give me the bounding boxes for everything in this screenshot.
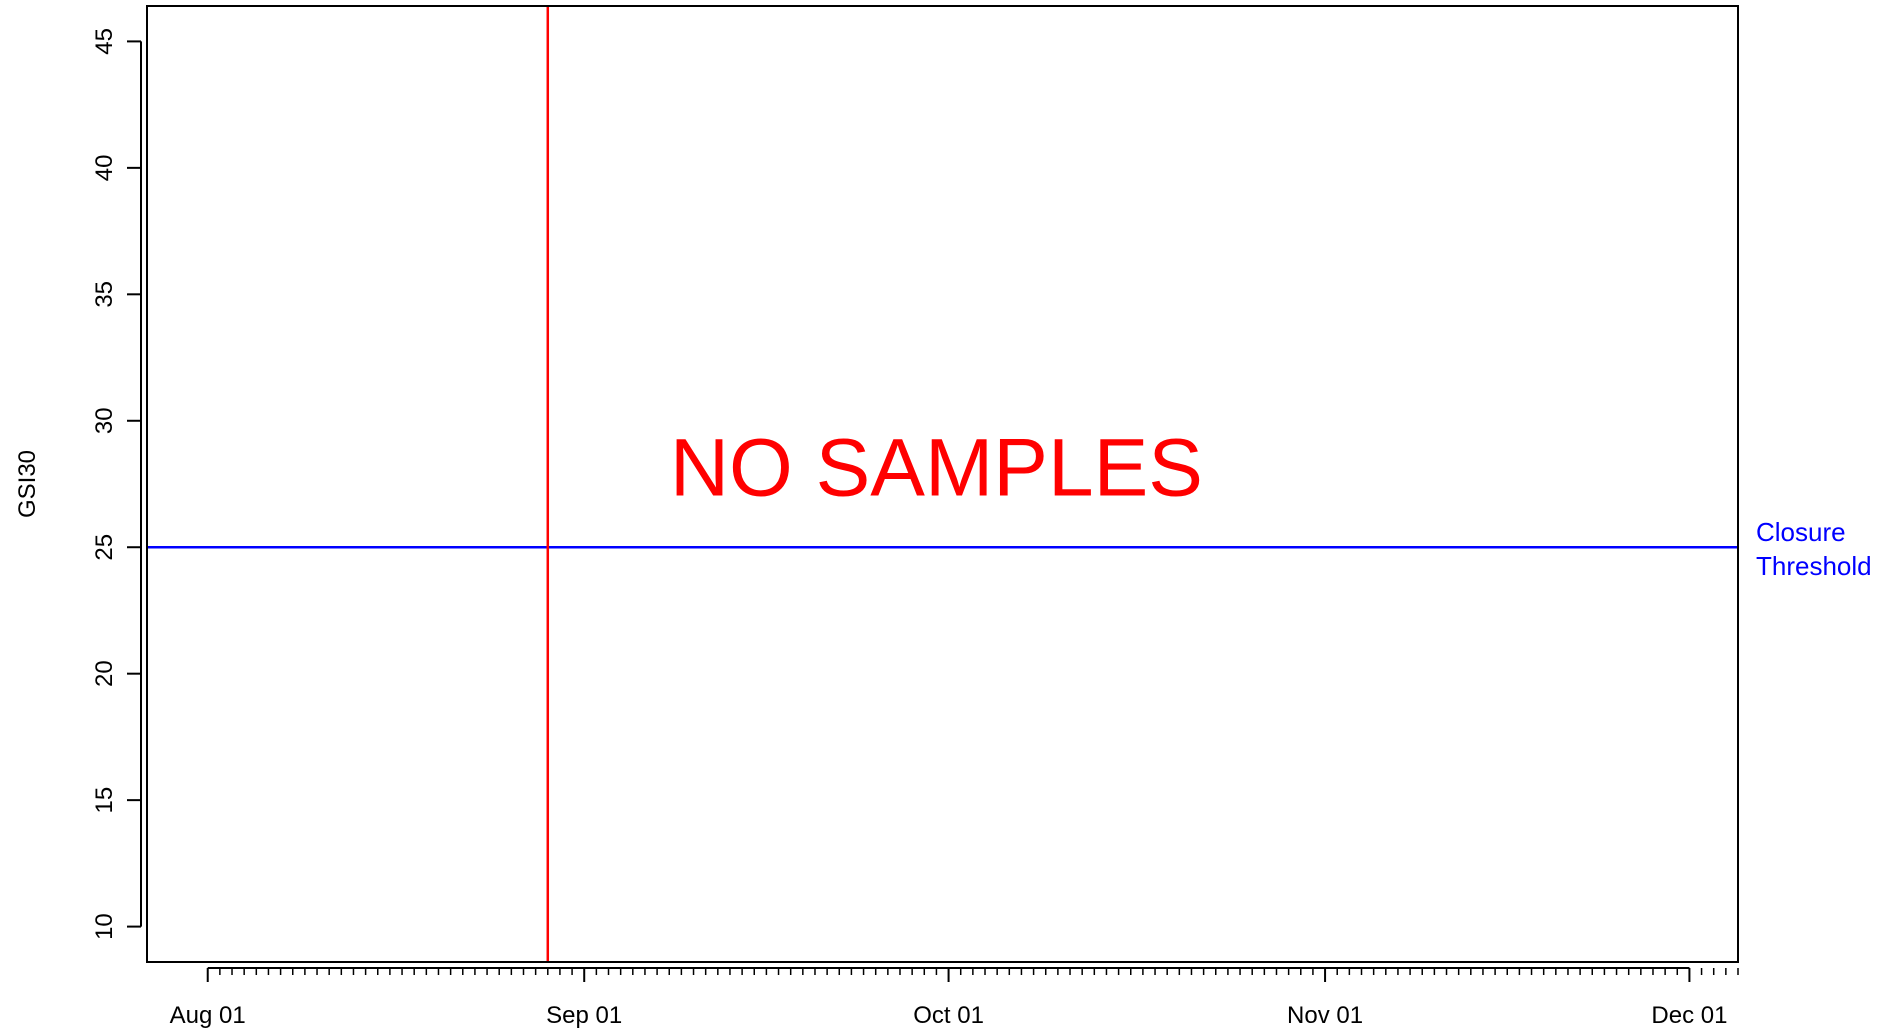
y-axis-label: GSI30 <box>14 450 41 518</box>
y-tick-label: 35 <box>91 281 118 308</box>
x-tick-label: Sep 01 <box>546 1002 622 1028</box>
y-tick-label: 30 <box>91 407 118 434</box>
x-tick-label: Oct 01 <box>913 1002 984 1028</box>
x-tick-label: Dec 01 <box>1651 1002 1727 1028</box>
y-tick-label: 45 <box>91 28 118 55</box>
y-tick-label: 10 <box>91 913 118 940</box>
y-axis: 10 15 20 25 30 35 40 45 <box>91 28 142 940</box>
x-axis: Aug 01 Sep 01 Oct 01 Nov 01 Dec 01 <box>170 967 1739 1029</box>
closure-threshold-label: Closure Threshold <box>1756 517 1872 581</box>
y-tick-label: 15 <box>91 787 118 814</box>
plot-marks: Closure Threshold NO SAMPLES <box>147 6 1872 962</box>
plot-frame <box>146 5 1739 963</box>
x-tick-label: Nov 01 <box>1287 1002 1363 1028</box>
closure-threshold-label-line: Threshold <box>1756 551 1872 581</box>
y-tick-label: 25 <box>91 534 118 561</box>
y-tick-label: 20 <box>91 660 118 687</box>
no-samples-annotation: NO SAMPLES <box>670 423 1203 514</box>
y-tick-label: 40 <box>91 155 118 182</box>
x-tick-label: Aug 01 <box>170 1002 246 1028</box>
closure-threshold-label-line: Closure <box>1756 517 1846 547</box>
